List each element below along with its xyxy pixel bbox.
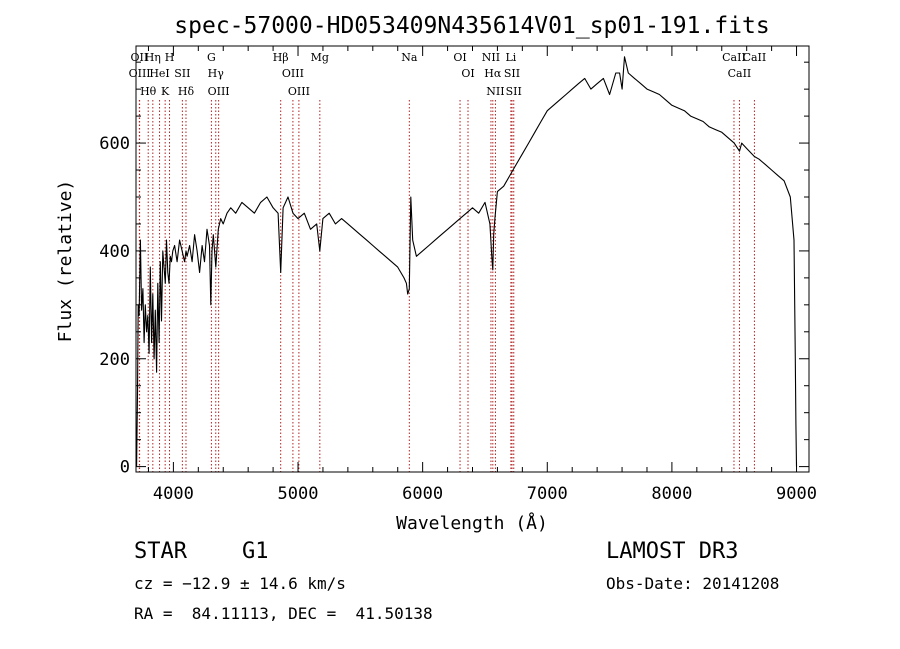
line-label: Hβ [273, 51, 289, 64]
line-label: CaII [743, 51, 767, 64]
line-label: OII [131, 51, 149, 64]
line-label: OIII [208, 85, 230, 98]
x-axis-ticks: 4000 5000 6000 7000 8000 9000 [147, 46, 817, 504]
line-label: Hη [145, 51, 161, 64]
y-axis-ticks: 0 200 400 600 [99, 61, 809, 478]
line-label: Hδ [178, 85, 195, 98]
line-label: SII [504, 67, 520, 80]
x-axis-label: Wavelength (Å) [396, 512, 548, 534]
line-label: NII [482, 51, 500, 64]
emission-line-markers [138, 100, 755, 472]
line-label: OIII [129, 67, 151, 80]
line-label: G [207, 51, 216, 64]
x-tick-label: 7000 [527, 484, 568, 504]
plot-frame [135, 45, 810, 473]
coordinates-text: RA = 84.11113, DEC = 41.50138 [134, 604, 433, 623]
x-tick-label: 9000 [776, 484, 817, 504]
object-class: STAR [134, 539, 187, 564]
line-label: OI [453, 51, 466, 64]
line-label: SII [506, 85, 522, 98]
line-label: Li [505, 51, 516, 64]
spectrum-series [136, 56, 798, 467]
line-label: Hγ [208, 67, 225, 80]
survey-name: LAMOST DR3 [606, 539, 739, 564]
x-tick-label: 5000 [278, 484, 319, 504]
chart-title: spec-57000-HD053409N435614V01_sp01-191.f… [174, 13, 769, 39]
line-label: OI [461, 67, 474, 80]
obs-date: Obs-Date: 20141208 [606, 574, 780, 593]
emission-line-labels: OII OIII Hθ Hη HeI K H SII Hδ G Hγ OIII Hβ OIII OIII Mg… [129, 51, 767, 98]
x-tick-label: 8000 [651, 484, 692, 504]
line-label: H [165, 51, 175, 64]
line-label: HeI [149, 67, 169, 80]
line-label: K [161, 85, 170, 98]
redshift-text: cz = −12.9 ± 14.6 km/s [134, 574, 346, 593]
line-label: Na [401, 51, 418, 64]
line-label: Hθ [140, 85, 157, 98]
series-line-spectrum [136, 56, 798, 467]
line-label: NII [486, 85, 504, 98]
line-label: Hα [484, 67, 502, 80]
object-subclass: G1 [242, 539, 269, 564]
y-tick-label: 0 [120, 458, 130, 478]
line-label: Mg [311, 51, 329, 64]
x-tick-label: 6000 [402, 484, 443, 504]
line-label: CaII [722, 51, 746, 64]
line-label: SII [174, 67, 190, 80]
line-label: OIII [282, 67, 304, 80]
y-tick-label: 200 [99, 350, 130, 370]
line-label: CaII [728, 67, 752, 80]
line-label: OIII [288, 85, 310, 98]
y-axis-label: Flux (relative) [55, 180, 76, 343]
y-tick-label: 400 [99, 242, 130, 262]
y-tick-label: 600 [99, 134, 130, 154]
x-tick-label: 4000 [153, 484, 194, 504]
